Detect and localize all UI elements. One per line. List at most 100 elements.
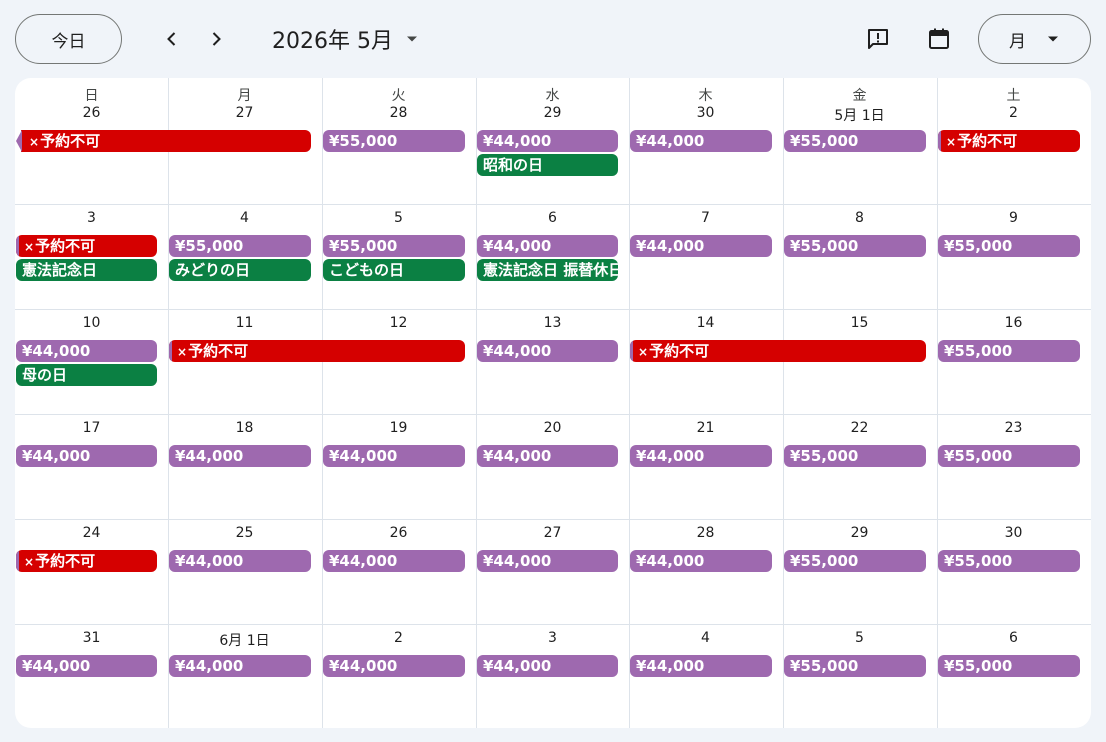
price-chip[interactable]: ¥55,000 bbox=[938, 340, 1080, 362]
price-chip[interactable]: ¥44,000 bbox=[477, 655, 618, 677]
day-number[interactable]: 15 bbox=[850, 315, 869, 331]
price-chip[interactable]: ¥44,000 bbox=[323, 445, 465, 467]
calendar-view-button[interactable] bbox=[922, 22, 956, 56]
day-number[interactable]: 3 bbox=[548, 630, 557, 646]
holiday-chip[interactable]: こどもの日 bbox=[323, 259, 465, 281]
price-chip[interactable]: ¥55,000 bbox=[784, 235, 926, 257]
day-number[interactable]: 24 bbox=[82, 525, 101, 541]
day-number[interactable]: 7 bbox=[701, 210, 710, 226]
price-chip[interactable]: ¥44,000 bbox=[630, 550, 772, 572]
price-chip[interactable]: ¥44,000 bbox=[169, 550, 311, 572]
unavailable-chip[interactable]: ×予約不可 bbox=[938, 130, 1080, 152]
day-number[interactable]: 3 bbox=[87, 210, 96, 226]
price-chip[interactable]: ¥44,000 bbox=[477, 235, 618, 257]
holiday-chip[interactable]: 憲法記念日 bbox=[16, 259, 157, 281]
day-number[interactable]: 30 bbox=[696, 105, 715, 121]
month-picker[interactable]: 2026年 5月 bbox=[272, 22, 419, 56]
price-chip[interactable]: ¥44,000 bbox=[169, 445, 311, 467]
day-number[interactable]: 28 bbox=[389, 105, 408, 121]
previous-month-button[interactable] bbox=[155, 22, 189, 56]
price-chip[interactable]: ¥55,000 bbox=[938, 235, 1080, 257]
price-chip[interactable]: ¥44,000 bbox=[477, 550, 618, 572]
day-number[interactable]: 2 bbox=[394, 630, 403, 646]
price-chip[interactable]: ¥55,000 bbox=[784, 655, 926, 677]
price-chip[interactable]: ¥55,000 bbox=[784, 130, 926, 152]
price-chip[interactable]: ¥44,000 bbox=[16, 445, 157, 467]
price-chip[interactable]: ¥55,000 bbox=[938, 655, 1080, 677]
day-number[interactable]: 5月 1日 bbox=[834, 108, 885, 124]
day-number[interactable]: 22 bbox=[850, 420, 869, 436]
holiday-chip[interactable]: 憲法記念日 振替休日 bbox=[477, 259, 618, 281]
price-chip[interactable]: ¥44,000 bbox=[323, 655, 465, 677]
day-number[interactable]: 8 bbox=[855, 210, 864, 226]
day-number[interactable]: 10 bbox=[82, 315, 101, 331]
day-number[interactable]: 9 bbox=[1009, 210, 1018, 226]
day-number[interactable]: 16 bbox=[1004, 315, 1023, 331]
day-number[interactable]: 17 bbox=[82, 420, 101, 436]
day-number[interactable]: 14 bbox=[696, 315, 715, 331]
price-chip[interactable]: ¥55,000 bbox=[169, 235, 311, 257]
day-number[interactable]: 29 bbox=[543, 105, 562, 121]
price-chip[interactable]: ¥44,000 bbox=[630, 235, 772, 257]
unavailable-chip[interactable]: ×予約不可 bbox=[16, 235, 157, 257]
price-chip[interactable]: ¥44,000 bbox=[630, 130, 772, 152]
unavailable-chip[interactable]: ×予約不可 bbox=[16, 550, 157, 572]
day-number[interactable]: 4 bbox=[240, 210, 249, 226]
event-label: ¥44,000 bbox=[175, 552, 244, 570]
price-chip[interactable]: ¥55,000 bbox=[323, 235, 465, 257]
price-chip[interactable]: ¥55,000 bbox=[784, 550, 926, 572]
close-icon: × bbox=[177, 345, 188, 359]
day-number[interactable]: 19 bbox=[389, 420, 408, 436]
day-number[interactable]: 4 bbox=[701, 630, 710, 646]
price-chip[interactable]: ¥55,000 bbox=[323, 130, 465, 152]
price-chip[interactable]: ¥55,000 bbox=[938, 445, 1080, 467]
price-chip[interactable]: ¥44,000 bbox=[477, 130, 618, 152]
price-chip[interactable]: ¥44,000 bbox=[630, 655, 772, 677]
day-number[interactable]: 12 bbox=[389, 315, 408, 331]
holiday-chip[interactable]: みどりの日 bbox=[169, 259, 311, 281]
price-chip[interactable]: ¥44,000 bbox=[477, 340, 618, 362]
day-number[interactable]: 27 bbox=[235, 105, 254, 121]
view-switcher-button[interactable]: 月 bbox=[978, 14, 1091, 64]
day-number[interactable]: 28 bbox=[696, 525, 715, 541]
weekday-header: 水 bbox=[545, 88, 560, 104]
day-number[interactable]: 30 bbox=[1004, 525, 1023, 541]
day-number[interactable]: 6月 1日 bbox=[219, 633, 270, 649]
feedback-button[interactable] bbox=[861, 22, 895, 56]
price-chip[interactable]: ¥44,000 bbox=[16, 340, 157, 362]
day-number[interactable]: 13 bbox=[543, 315, 562, 331]
price-chip[interactable]: ¥55,000 bbox=[784, 445, 926, 467]
month-grid: 日月火水木金土 26 27 28 29 30 5月 1日 2 3 4 5 6 7 8 9 10 11 12 13 14… bbox=[15, 78, 1091, 728]
day-number[interactable]: 18 bbox=[235, 420, 254, 436]
holiday-chip[interactable]: 母の日 bbox=[16, 364, 157, 386]
today-button[interactable]: 今日 bbox=[15, 14, 122, 64]
day-number[interactable]: 27 bbox=[543, 525, 562, 541]
day-number[interactable]: 5 bbox=[394, 210, 403, 226]
day-number[interactable]: 5 bbox=[855, 630, 864, 646]
unavailable-chip[interactable]: ×予約不可 bbox=[21, 130, 311, 152]
day-number[interactable]: 26 bbox=[389, 525, 408, 541]
price-chip[interactable]: ¥44,000 bbox=[16, 655, 157, 677]
day-number[interactable]: 11 bbox=[235, 315, 254, 331]
day-number[interactable]: 31 bbox=[82, 630, 101, 646]
day-number[interactable]: 6 bbox=[1009, 630, 1018, 646]
unavailable-chip[interactable]: ×予約不可 bbox=[630, 340, 926, 362]
price-chip[interactable]: ¥44,000 bbox=[323, 550, 465, 572]
holiday-chip[interactable]: 昭和の日 bbox=[477, 154, 618, 176]
day-number[interactable]: 23 bbox=[1004, 420, 1023, 436]
price-chip[interactable]: ¥44,000 bbox=[477, 445, 618, 467]
event-label: ¥44,000 bbox=[636, 657, 705, 675]
price-chip[interactable]: ¥55,000 bbox=[938, 550, 1080, 572]
day-number[interactable]: 25 bbox=[235, 525, 254, 541]
price-chip[interactable]: ¥44,000 bbox=[169, 655, 311, 677]
event-label: 母の日 bbox=[22, 366, 68, 384]
day-number[interactable]: 2 bbox=[1009, 105, 1018, 121]
day-number[interactable]: 20 bbox=[543, 420, 562, 436]
day-number[interactable]: 21 bbox=[696, 420, 715, 436]
unavailable-chip[interactable]: ×予約不可 bbox=[169, 340, 465, 362]
day-number[interactable]: 6 bbox=[548, 210, 557, 226]
price-chip[interactable]: ¥44,000 bbox=[630, 445, 772, 467]
day-number[interactable]: 26 bbox=[82, 105, 101, 121]
day-number[interactable]: 29 bbox=[850, 525, 869, 541]
next-month-button[interactable] bbox=[199, 22, 233, 56]
